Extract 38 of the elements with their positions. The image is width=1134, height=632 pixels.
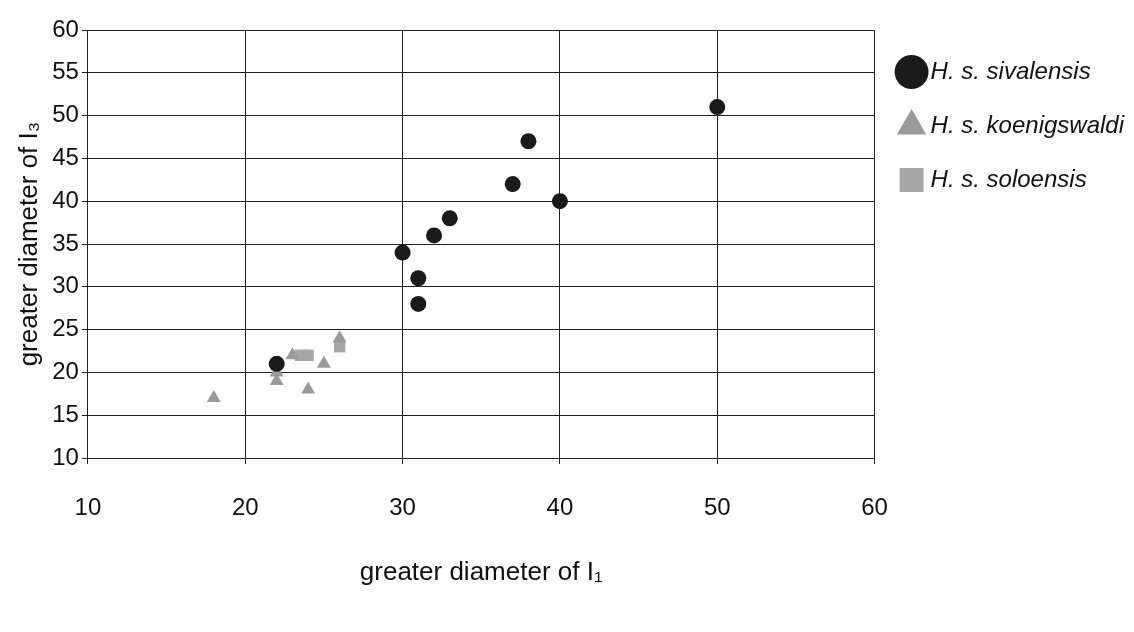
y-axis-title: greater diameter of I₃ — [12, 121, 43, 367]
y-tick-label: 20 — [52, 357, 79, 385]
y-tick-label: 45 — [52, 143, 79, 171]
point — [332, 330, 347, 343]
y-tick-label: 25 — [52, 314, 79, 342]
x-tick-label: 40 — [546, 493, 574, 521]
point — [394, 244, 411, 261]
point — [301, 381, 316, 394]
x-tick-label: 10 — [74, 493, 102, 521]
point — [316, 355, 331, 368]
point — [520, 133, 537, 150]
y-tick-label: 30 — [52, 271, 79, 299]
y-tick-label: 15 — [52, 399, 79, 427]
y-tick-label: 35 — [52, 228, 79, 256]
point — [504, 176, 521, 193]
y-tick-label: 60 — [52, 14, 79, 42]
point — [441, 210, 458, 227]
x-tick-label: 50 — [703, 493, 731, 521]
x-axis-title: greater diameter of I₁ — [359, 555, 603, 586]
legend-label: H. s. sivalensis — [930, 56, 1091, 84]
x-tick-label: 60 — [861, 493, 888, 521]
legend-label: H. s. koenigswaldi — [930, 110, 1125, 138]
y-tick-label: 40 — [52, 185, 79, 213]
x-tick-label: 30 — [389, 493, 416, 521]
point — [709, 99, 726, 116]
y-tick-label: 55 — [52, 57, 79, 85]
point — [302, 349, 314, 361]
y-tick-label: 50 — [52, 100, 79, 128]
x-tick-label: 20 — [231, 493, 259, 521]
point — [410, 295, 427, 312]
point — [410, 270, 427, 287]
point — [206, 390, 221, 403]
point — [551, 193, 568, 210]
point — [268, 355, 285, 372]
point — [426, 227, 443, 244]
point — [285, 347, 300, 360]
y-tick-label: 10 — [52, 442, 79, 470]
legend-label: H. s. soloensis — [930, 164, 1087, 192]
